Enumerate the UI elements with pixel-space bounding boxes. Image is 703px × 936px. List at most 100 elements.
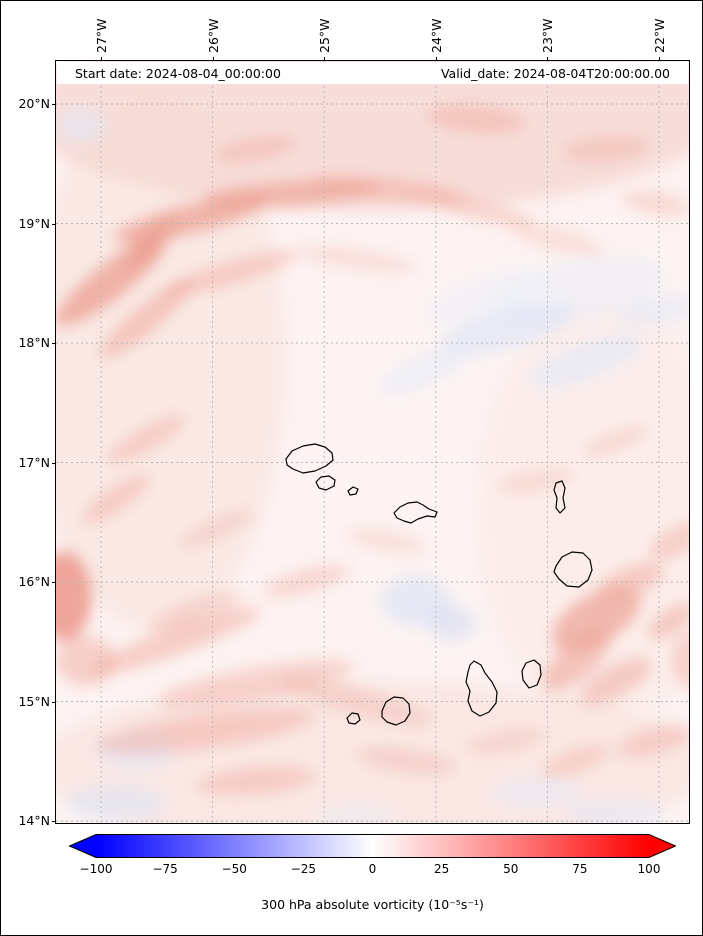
lon-tick-label: 22°W (652, 18, 667, 53)
colorbar-tick-label: −100 (79, 862, 113, 876)
colorbar-tick-label: −75 (152, 862, 178, 876)
vorticity-blob (529, 334, 643, 388)
vorticity-blob (466, 728, 546, 754)
lon-tick-label: 27°W (94, 18, 109, 53)
island-santo-antao (285, 443, 334, 474)
colorbar-tick-label: 75 (572, 862, 588, 876)
vorticity-blob (346, 528, 426, 554)
vorticity-field (56, 61, 689, 823)
colorbar-tick-labels: −100 −75 −50 −25 0 25 50 75 100 (69, 862, 676, 878)
vorticity-blob (380, 343, 472, 395)
island-santiago (465, 660, 498, 717)
vorticity-blob (507, 221, 605, 257)
lat-tick-label: 20°N (18, 96, 50, 111)
vorticity-blob (296, 246, 416, 272)
lat-tick-mark (52, 223, 56, 225)
island-sao-vicente (315, 475, 336, 491)
vorticity-blob (541, 630, 611, 692)
island-sao-nicolau (393, 501, 438, 524)
vorticity-blob (99, 278, 193, 360)
graticule (56, 61, 689, 823)
lat-tick-label: 19°N (18, 215, 50, 231)
vorticity-blob (621, 189, 689, 217)
vorticity-blob (616, 294, 689, 328)
lat-tick-label: 17°N (18, 454, 50, 470)
vorticity-blob (426, 605, 476, 641)
vorticity-blob (597, 562, 665, 600)
lat-tick-label: 15°N (18, 693, 50, 709)
vorticity-blob (179, 509, 253, 549)
vorticity-blob (426, 103, 526, 135)
vorticity-blob (496, 467, 576, 495)
vorticity-blob (582, 425, 650, 457)
lat-tick-mark (52, 821, 56, 822)
island-santa-luzia (347, 486, 359, 496)
colorbar-axis-label: 300 hPa absolute vorticity (10⁻⁵s⁻¹) (261, 897, 484, 912)
vorticity-blob (647, 602, 689, 640)
vorticity-blob (97, 707, 315, 755)
vorticity-blob (566, 799, 666, 823)
vorticity-heatmap (56, 61, 689, 823)
lat-tick-mark (52, 582, 56, 583)
start-date-label: Start date: 2024-08-04_00:00:00 (75, 65, 281, 81)
vorticity-blob (550, 585, 642, 653)
vorticity-blob (262, 564, 350, 598)
colorbar (69, 834, 676, 858)
map-plot: Start date: 2024-08-04_00:00:00 Valid_da… (55, 60, 690, 824)
lat-tick-label: 16°N (18, 574, 50, 589)
lat-tick-mark (52, 462, 56, 464)
vorticity-blob (491, 778, 581, 808)
lat-tick-label: 18°N (18, 335, 50, 350)
colorbar-tick-label: 50 (503, 862, 519, 876)
vorticity-blob (356, 747, 456, 775)
lon-tick-mark (547, 57, 549, 61)
vorticity-blob (214, 135, 298, 163)
colorbar-tick-label: 0 (368, 862, 377, 876)
colorbar-tick-label: 100 (637, 862, 661, 876)
vorticity-blob (617, 723, 689, 759)
vorticity-blob (438, 302, 574, 356)
lon-tick-label: 23°W (540, 18, 556, 53)
vorticity-blob (91, 607, 261, 675)
colorbar-tick-label: −50 (221, 862, 247, 876)
island-brava (346, 712, 361, 725)
island-maio (521, 659, 542, 689)
lat-tick-mark (52, 701, 56, 703)
lat-tick-mark (52, 104, 56, 105)
vorticity-blob (423, 268, 549, 324)
vorticity-blob (316, 804, 396, 823)
coastlines (285, 443, 593, 726)
lon-tick-mark (659, 57, 660, 61)
island-boa-vista (553, 551, 593, 588)
vorticity-blob (148, 590, 244, 632)
vorticity-blob (66, 785, 166, 821)
vorticity-blob (417, 191, 535, 227)
valid-date-label: Valid_date: 2024-08-04T20:00:00.00 (440, 65, 670, 81)
lat-tick-label: 14°N (18, 813, 50, 828)
vorticity-blob (542, 744, 610, 778)
island-fogo (381, 696, 411, 726)
lon-tick-mark (435, 57, 437, 61)
vorticity-blob (56, 108, 106, 144)
vorticity-blob (561, 134, 651, 164)
colorbar-tick-label: −25 (290, 862, 317, 876)
lon-tick-label: 24°W (428, 18, 444, 53)
vorticity-blob (196, 766, 316, 796)
lon-tick-mark (212, 57, 214, 61)
vorticity-blob (82, 474, 150, 524)
vorticity-blob (671, 632, 689, 690)
vorticity-blob (106, 414, 186, 464)
colorbar-gradient-bar (69, 834, 676, 858)
vorticity-blob (56, 551, 92, 641)
lon-tick-mark (324, 57, 326, 61)
vorticity-blob (649, 521, 689, 561)
lon-tick-label: 25°W (317, 18, 333, 53)
vorticity-blob (278, 676, 434, 726)
island-sal (553, 480, 566, 514)
vorticity-blob (580, 656, 652, 706)
vorticity-blob (157, 659, 355, 707)
vorticity-blob (163, 250, 299, 296)
title-strip: Start date: 2024-08-04_00:00:00 Valid_da… (57, 62, 688, 84)
lon-tick-label: 26°W (205, 18, 221, 53)
